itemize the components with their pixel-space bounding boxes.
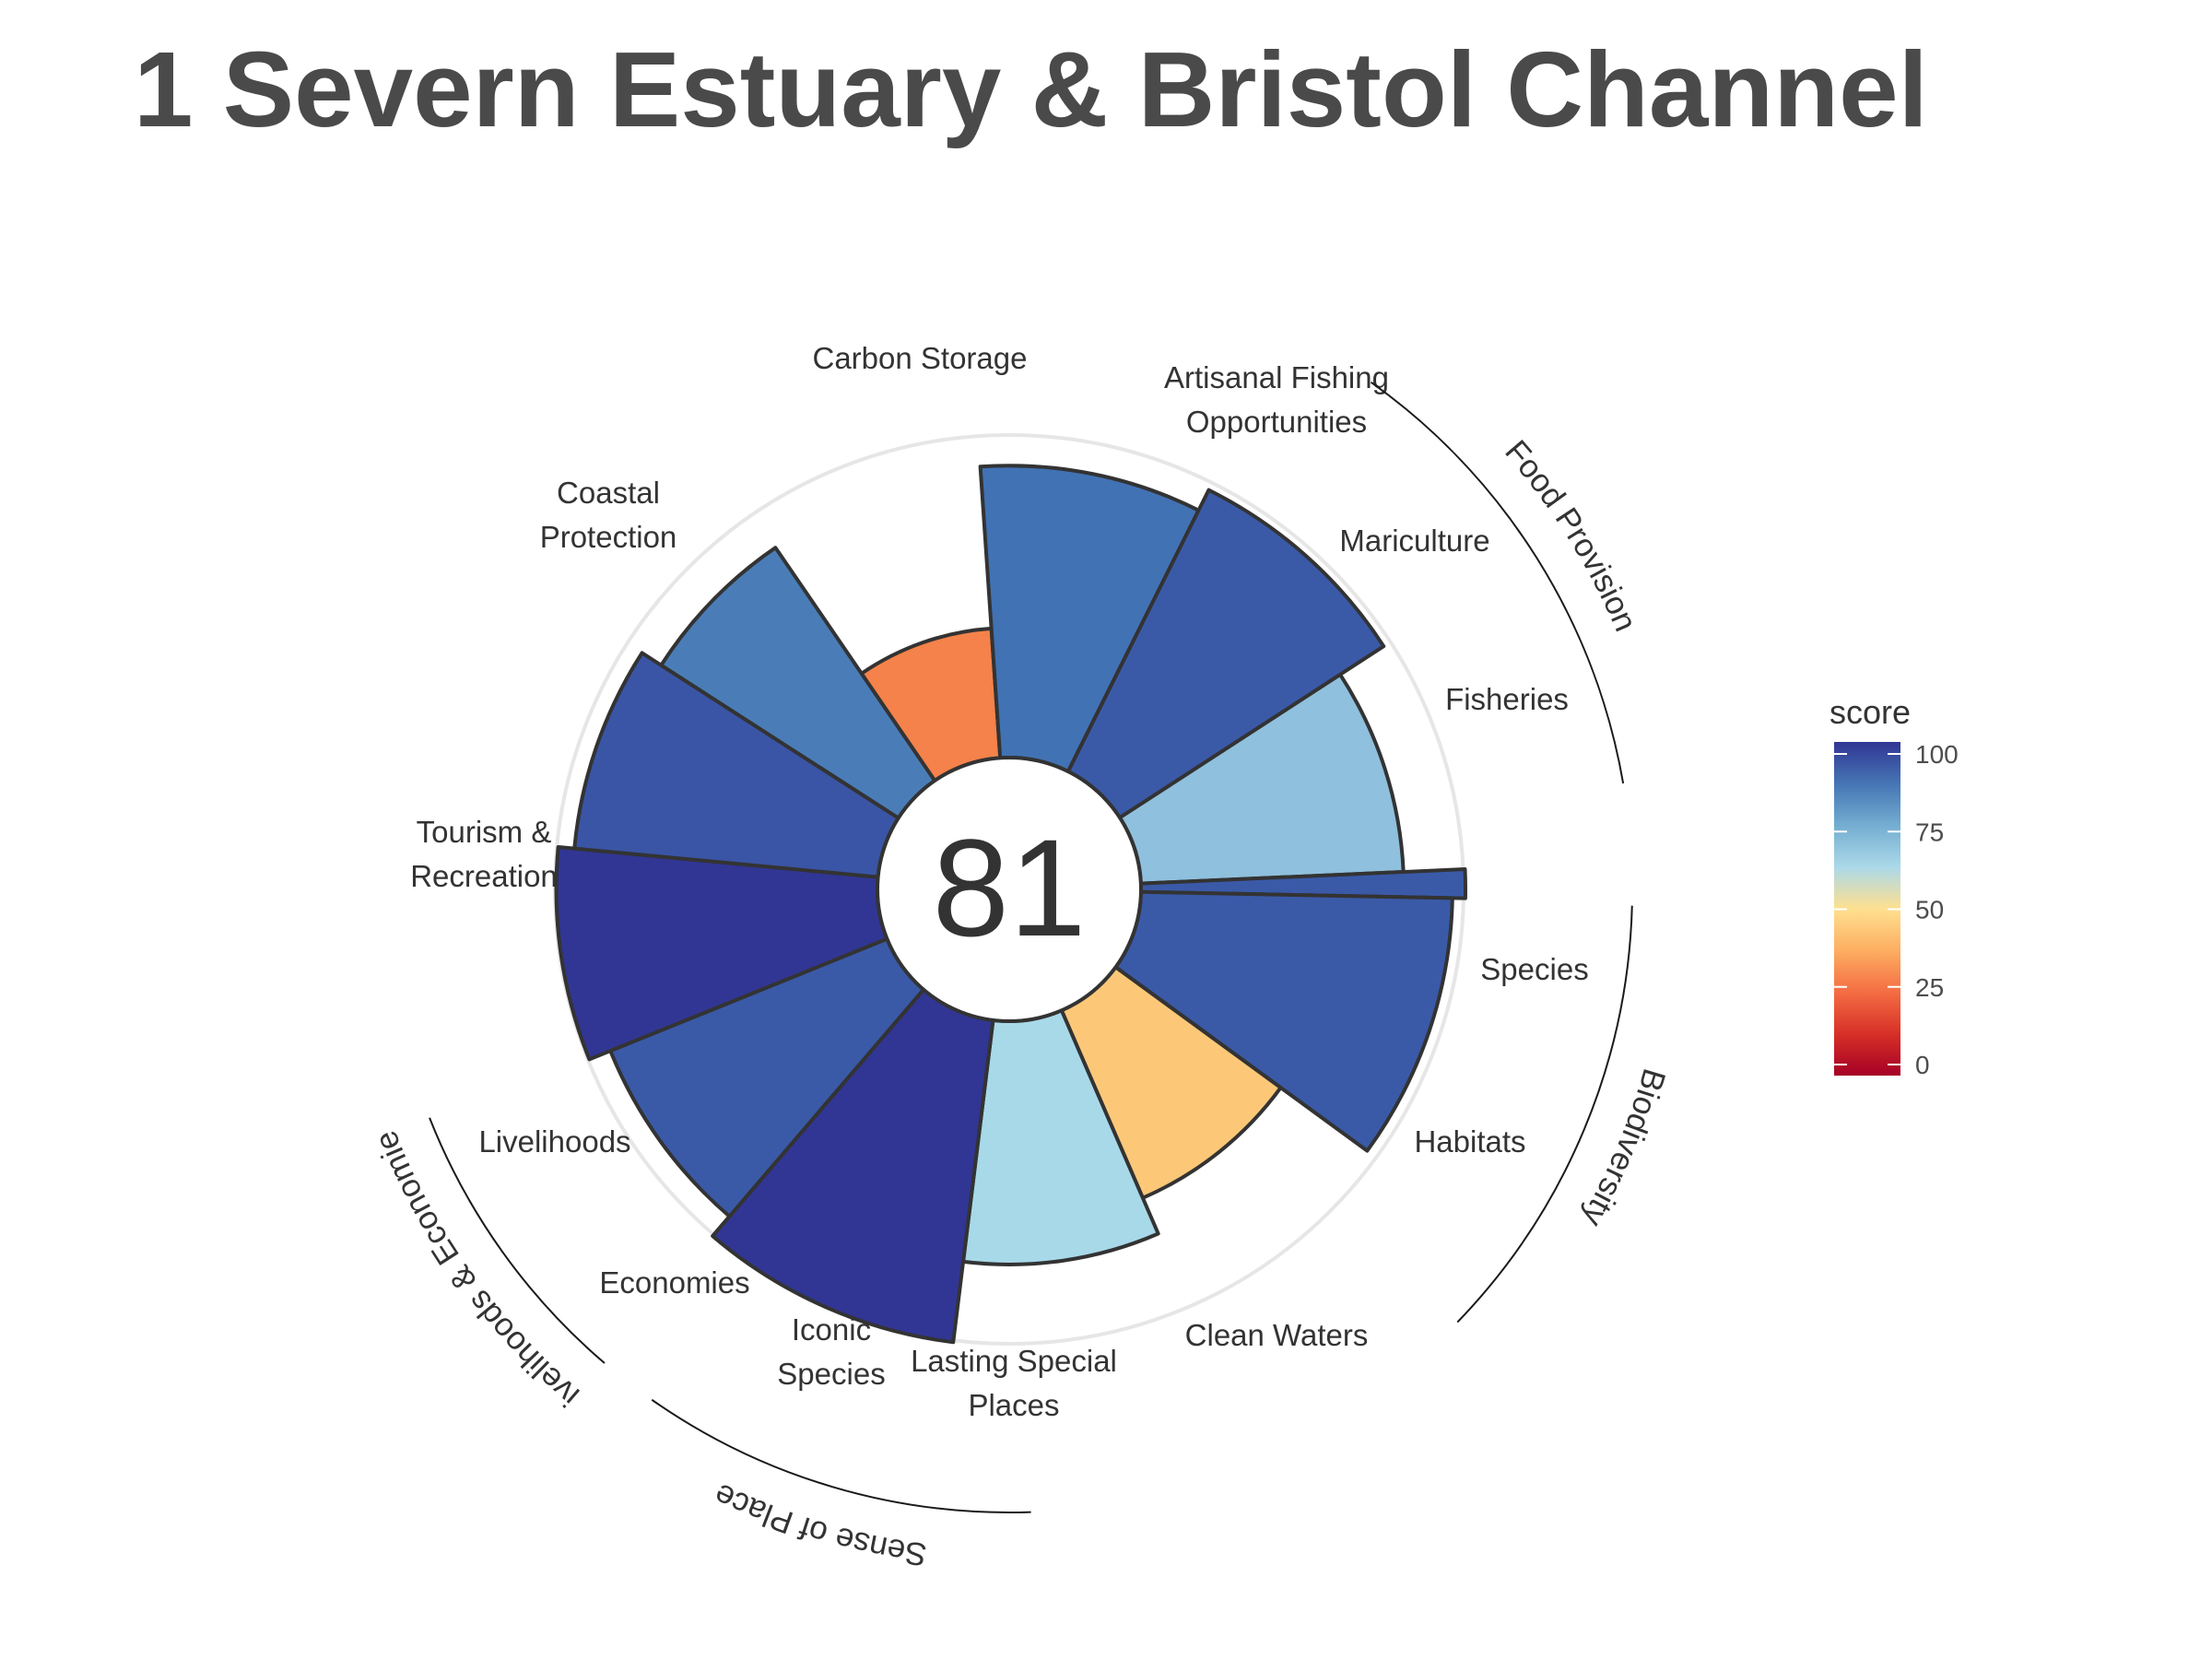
goal-label-iconic-species: Iconic Species — [777, 1312, 885, 1391]
legend-tick-label: 25 — [1915, 973, 1944, 1002]
goal-label-mariculture: Mariculture — [1339, 524, 1489, 558]
group-arc-food-provision — [1370, 381, 1625, 784]
group-label-food-provision: Food Provision — [1498, 433, 1643, 636]
goal-label-fisheries: Fisheries — [1445, 682, 1569, 716]
goal-label-habitats: Habitats — [1414, 1124, 1525, 1159]
center-circle — [876, 756, 1143, 1023]
goal-label-artisanal-fishing-opportunities: Artisanal Fishing Opportunities — [1164, 360, 1389, 439]
legend-tick-label: 100 — [1915, 740, 1959, 769]
goal-label-species: Species — [1480, 952, 1588, 986]
legend: score 100 75 50 25 0 — [1830, 693, 1959, 1079]
group-arc-livelihoods-economies — [429, 1117, 606, 1364]
goal-label-carbon-storage: Carbon Storage — [813, 341, 1028, 375]
goal-label-livelihoods: Livelihoods — [478, 1124, 630, 1159]
bars — [554, 464, 1467, 1345]
group-arc-biodiversity — [1456, 905, 1633, 1324]
goal-labels: Fisheries Mariculture Artisanal Fishing Opp… — [410, 341, 1589, 1422]
group-arc-sense-of-place — [651, 1398, 1031, 1513]
group-label-biodiversity: Biodiversity — [1574, 1065, 1672, 1233]
chart-title: 1 Severn Estuary & Bristol Channel — [134, 29, 1928, 149]
legend-tick-label: 50 — [1915, 896, 1944, 924]
legend-tick-label: 75 — [1915, 818, 1944, 846]
group-label-livelihoods-economies: Livelihoods & Economies — [0, 0, 586, 1414]
legend-tick-label: 0 — [1915, 1051, 1930, 1079]
overall-score: 81 — [933, 810, 1087, 965]
goal-label-lasting-special-places: Lasting Special Places — [911, 1344, 1117, 1422]
goal-label-tourism-recreation: Tourism & Recreation — [410, 815, 558, 893]
center-score-group: 81 — [876, 756, 1143, 1023]
legend-title: score — [1830, 693, 1911, 731]
goal-label-economies: Economies — [599, 1265, 749, 1300]
goal-label-coastal-protection: Coastal Protection — [540, 476, 677, 554]
goal-label-clean-waters: Clean Waters — [1185, 1318, 1369, 1352]
group-label-sense-of-place: Sense of Place — [709, 1477, 929, 1573]
